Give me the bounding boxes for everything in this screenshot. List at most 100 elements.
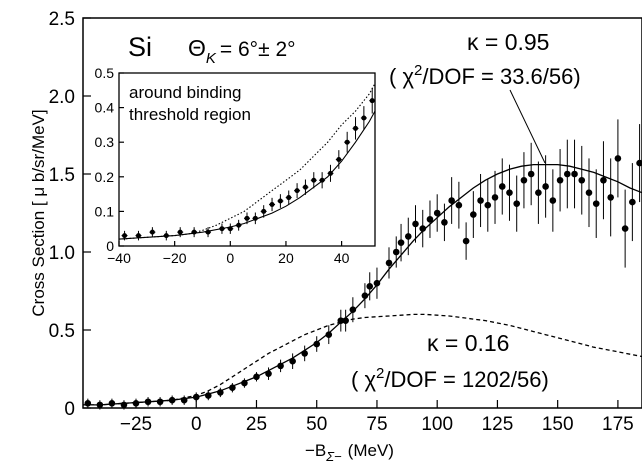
main-data-point (373, 279, 381, 287)
main-data-point (491, 194, 499, 201)
main-data-point (385, 259, 393, 267)
main-data-point (513, 200, 521, 207)
main-data-point (571, 170, 578, 178)
angle-label: ΘK = 6°± 2° (188, 35, 296, 67)
main-data-point (564, 170, 571, 178)
inset-y-tick-label: 0.5 (95, 65, 115, 81)
chi2-high-rest: /DOF = 33.6/56) (422, 64, 580, 89)
main-plot-layer: −25 0 25 50 75 100 125 150 175 0 0.5 1.0 1.5 2.0 2.5 (49, 9, 642, 435)
main-data-point (455, 201, 463, 209)
inset-data-point (344, 139, 350, 145)
inset-data-point (177, 229, 183, 235)
main-x-tick-label: 0 (191, 414, 202, 435)
inset-x-tick-label: −40 (107, 250, 131, 266)
inset-data-point (294, 188, 300, 194)
main-data-point (542, 183, 549, 190)
main-y-tick-label: 1.0 (49, 243, 75, 264)
main-data-point (349, 306, 357, 314)
angle-symbol: Θ (188, 35, 206, 61)
main-y-tick-label: 1.5 (49, 165, 75, 186)
main-x-tick-label: 50 (306, 414, 327, 435)
chi2-high-exponent: 2 (414, 62, 422, 79)
main-data-point (392, 248, 400, 256)
inset-y-tick-label: 0.2 (95, 169, 115, 185)
x-axis-label-unit: (MeV) (348, 441, 394, 460)
inset-data-point (361, 115, 367, 121)
inset-data-point (261, 208, 267, 214)
inset-annotation-line-1: around binding (129, 83, 241, 102)
main-x-tick-label: 25 (246, 414, 267, 435)
main-data-point (484, 201, 492, 209)
main-x-tick-label: 75 (366, 414, 387, 435)
main-data-point (470, 211, 477, 218)
y-axis-label: Cross Section [ μ b/sr/MeV] (29, 109, 48, 316)
main-plot-frame (82, 17, 642, 409)
main-data-point (527, 170, 535, 178)
main-data-point (108, 400, 116, 407)
inset-data-point (369, 98, 375, 104)
inset-data-point (286, 195, 292, 201)
x-axis-label-main: −B (305, 441, 326, 460)
main-y-tick-label: 0.5 (49, 321, 75, 342)
main-data-point (535, 189, 542, 197)
main-data-point (600, 176, 607, 184)
inset-x-tick-label: 40 (334, 250, 350, 266)
inset-annotation-line-2: threshold region (129, 105, 251, 124)
main-data-point (397, 239, 405, 246)
inset-x-tick-label: 20 (278, 250, 294, 266)
main-x-tick-label: 175 (602, 414, 634, 435)
inset-data-point (336, 157, 342, 162)
main-data-point (585, 189, 593, 197)
main-data-point (592, 200, 600, 207)
main-data-point (433, 209, 441, 217)
inset-x-tick-label: 0 (226, 250, 234, 266)
main-y-tick-label: 0 (64, 399, 75, 420)
main-data-point (506, 189, 513, 197)
inset-data-point (122, 233, 128, 239)
kappa-low-label: κ = 0.16 (427, 330, 509, 356)
inset-data-point (311, 177, 317, 183)
inset-data-point (277, 198, 283, 204)
main-data-point (549, 197, 557, 204)
main-data-point (462, 237, 470, 245)
main-dashed-fit-curve (83, 313, 642, 406)
main-data-point (629, 198, 636, 206)
inset-data-point (135, 233, 141, 239)
main-data-point (448, 197, 455, 204)
inset-y-tick-label: 0.4 (95, 100, 115, 116)
angle-subscript: K (206, 50, 217, 67)
main-data-point (578, 176, 586, 184)
main-data-point (607, 194, 614, 201)
main-data-point (556, 176, 564, 184)
inset-y-tick-label: 0 (106, 238, 114, 254)
chi2-low-symbol: ( χ (351, 367, 376, 392)
main-solid-fit-curve (83, 163, 642, 406)
main-data-point (621, 225, 629, 232)
main-data-point (132, 400, 140, 407)
chi2-low-label: ( χ2/DOF = 1202/56) (351, 365, 549, 392)
main-x-tick-label: 100 (421, 414, 453, 435)
main-data-point (313, 340, 321, 348)
angle-value: = 6°± 2° (220, 38, 296, 61)
main-data-point (84, 400, 92, 407)
kappa-high-label: κ = 0.95 (467, 29, 549, 55)
inset-solid-fit-curve (118, 110, 376, 240)
inset-data-point (244, 215, 250, 221)
main-data-point (277, 362, 284, 370)
inset-data-point (269, 201, 275, 207)
chi2-high-label: ( χ2/DOF = 33.6/56) (389, 62, 581, 89)
inset-y-tick-label: 0.1 (95, 203, 115, 219)
main-data-point (614, 155, 622, 162)
inset-y-tick-label: 0.3 (95, 134, 115, 150)
x-axis-label-sub: Σ− (325, 449, 342, 464)
main-data-point (477, 197, 484, 204)
main-data-point (520, 176, 528, 184)
main-data-point (426, 215, 434, 223)
main-x-tick-label: 150 (542, 414, 574, 435)
chi2-low-exponent: 2 (376, 365, 384, 382)
inset-dotted-fit-curve (118, 83, 376, 240)
main-data-point (412, 220, 419, 228)
kappa-high-pointer (509, 89, 546, 164)
main-data-point (366, 283, 374, 290)
